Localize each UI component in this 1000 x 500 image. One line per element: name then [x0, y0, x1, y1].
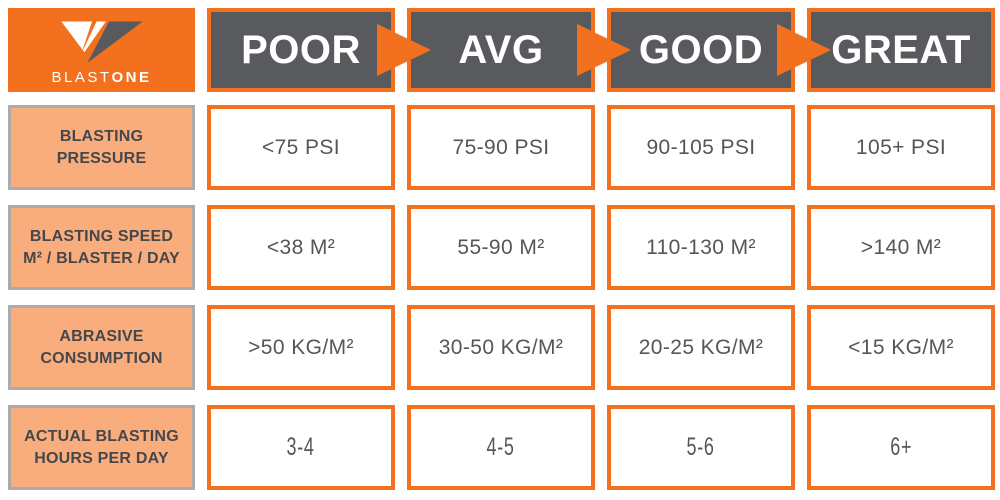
row-label-line: BLASTING SPEED: [29, 227, 174, 245]
header-cell-good: GOOD: [607, 8, 795, 92]
data-cell: 90-105 PSI: [607, 105, 795, 190]
data-cell-value: 4-5: [486, 433, 516, 461]
brand-name-regular: BLAST: [51, 69, 112, 86]
data-cell: <38 M²: [207, 205, 395, 290]
right-arrow-icon: [777, 24, 831, 76]
data-cell-value: 6+: [890, 433, 912, 461]
header-cell-great: GREAT: [807, 8, 995, 92]
data-cell-value: 3-4: [286, 433, 316, 461]
brand-name-bold: ONE: [111, 69, 152, 86]
row-label-line: M² / BLASTER / DAY: [23, 249, 180, 267]
data-cell: 55-90 M²: [407, 205, 595, 290]
data-cell: 20-25 KG/M²: [607, 305, 795, 390]
data-cell: 30-50 KG/M²: [407, 305, 595, 390]
row-label-line: CONSUMPTION: [40, 349, 163, 367]
data-cell: <75 PSI: [207, 105, 395, 190]
data-cell: 3-4: [207, 405, 395, 490]
data-cell: 6+: [807, 405, 995, 490]
data-cell-value: 5-6: [686, 433, 716, 461]
blastone-logo-icon: [60, 21, 143, 63]
row-label-line: ACTUAL BLASTING: [24, 427, 179, 445]
data-cell: 75-90 PSI: [407, 105, 595, 190]
row-label-blasting-speed: BLASTING SPEED M² / BLASTER / DAY: [8, 205, 195, 290]
row-label-abrasive-consumption: ABRASIVE CONSUMPTION: [8, 305, 195, 390]
data-cell: >50 KG/M²: [207, 305, 395, 390]
right-arrow-icon: [577, 24, 631, 76]
header-cell-avg: AVG: [407, 8, 595, 92]
row-label-line: HOURS PER DAY: [34, 449, 169, 467]
row-label-line: BLASTING: [59, 127, 144, 145]
brand-name: BLASTONE: [51, 69, 151, 86]
header-cell-poor: POOR: [207, 8, 395, 92]
row-label-line: ABRASIVE: [59, 327, 144, 345]
data-cell: 110-130 M²: [607, 205, 795, 290]
row-label-blasting-pressure: BLASTING PRESSURE: [8, 105, 195, 190]
data-cell: <15 KG/M²: [807, 305, 995, 390]
data-cell: >140 M²: [807, 205, 995, 290]
row-label-blasting-hours: ACTUAL BLASTING HOURS PER DAY: [8, 405, 195, 490]
data-cell: 4-5: [407, 405, 595, 490]
data-cell: 5-6: [607, 405, 795, 490]
logo-block: BLASTONE: [8, 8, 195, 92]
data-cell: 105+ PSI: [807, 105, 995, 190]
row-label-line: PRESSURE: [56, 149, 147, 167]
right-arrow-icon: [377, 24, 431, 76]
